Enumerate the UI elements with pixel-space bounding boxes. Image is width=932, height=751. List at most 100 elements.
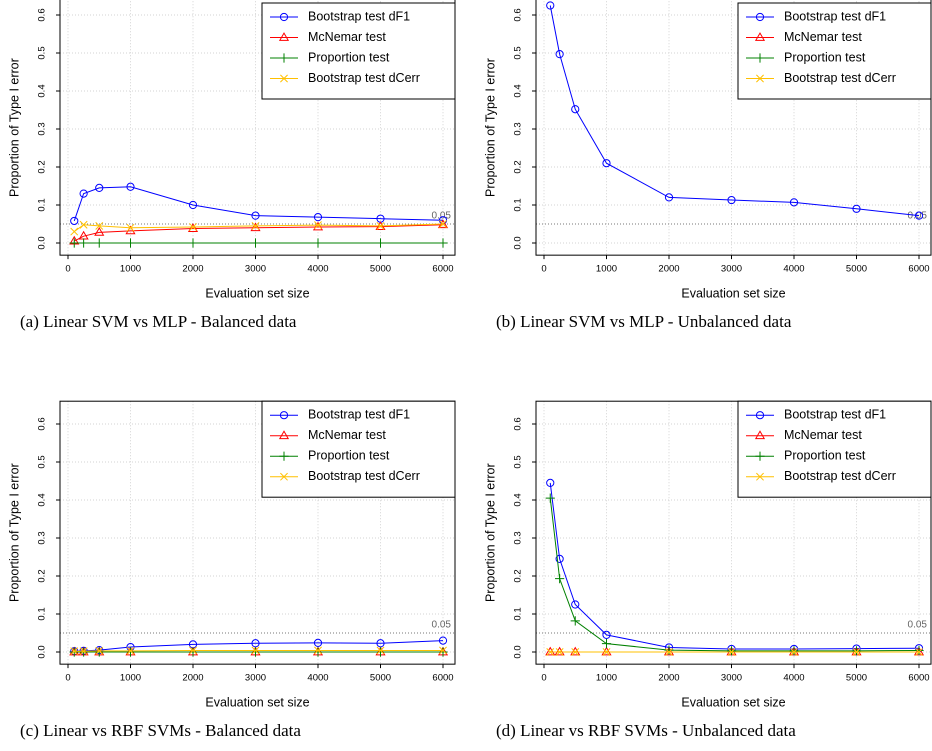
data-point — [314, 221, 322, 230]
y-axis-label: Proportion of Type I error — [7, 58, 21, 197]
legend-marker — [755, 12, 765, 22]
x-tick-label: 6000 — [908, 264, 929, 275]
reference-label: 0.05 — [432, 211, 452, 222]
data-point — [663, 646, 675, 656]
plot-frame — [59, 400, 456, 665]
x-tick-label: 4000 — [307, 673, 328, 684]
legend-marker — [278, 430, 290, 440]
y-tick-label: 0.3 — [513, 531, 524, 544]
legend-marker — [279, 411, 289, 420]
data-point — [438, 636, 448, 645]
data-point — [375, 238, 386, 248]
panel: 0.05 0 1000 2000 3000 4000 5000 6000 0.0 0.1 0.2 0.… — [483, 400, 932, 740]
series-line — [549, 498, 920, 652]
caption: (d) Linear vs RBF SVMs - Unbalanced data — [496, 721, 796, 740]
legend-label: Bootstrap test dCerr — [784, 469, 896, 483]
y-axis-label: Proportion of Type I error — [483, 463, 497, 602]
y-tick-label: 0.1 — [513, 198, 524, 211]
y-tick-label: 0.0 — [513, 236, 524, 249]
x-tick-label: 4000 — [783, 673, 804, 684]
series-line — [549, 5, 920, 217]
x-tick-label: 6000 — [432, 673, 453, 684]
legend-marker — [755, 451, 765, 461]
series-line — [73, 186, 444, 222]
legend-marker — [756, 74, 764, 83]
x-tick-label: 1000 — [120, 673, 141, 684]
data-point — [915, 648, 923, 656]
legend-marker — [278, 32, 290, 41]
data-point — [602, 648, 611, 656]
data-point — [251, 211, 260, 220]
x-tick-label: 2000 — [658, 673, 679, 684]
legend-label: Bootstrap test dF1 — [784, 9, 886, 23]
data-point — [790, 648, 798, 656]
y-tick-label: 0.4 — [37, 84, 48, 97]
legend-label: Proportion test — [308, 448, 390, 462]
caption: (c) Linear vs RBF SVMs - Balanced data — [20, 721, 301, 740]
y-tick-label: 0.3 — [513, 122, 524, 135]
y-tick-label: 0.5 — [37, 46, 48, 59]
data-point — [125, 647, 136, 657]
data-point — [602, 630, 611, 640]
data-point — [789, 198, 799, 207]
data-point — [313, 213, 323, 222]
y-tick-label: 0.0 — [513, 645, 524, 658]
data-point — [555, 554, 564, 564]
data-point — [95, 221, 104, 230]
plot-frame — [59, 0, 456, 256]
y-tick-label: 0.6 — [37, 417, 48, 430]
data-point — [727, 648, 736, 656]
x-axis-label: Evaluation set size — [681, 695, 785, 709]
x-tick-label: 1000 — [596, 264, 617, 275]
x-tick-label: 5000 — [846, 673, 867, 684]
data-point — [187, 223, 199, 232]
panel: 0.05 0 1000 2000 3000 4000 5000 6000 0.0 0.1 0.2 0.… — [7, 0, 456, 331]
data-point — [251, 646, 260, 655]
y-tick-label: 0.3 — [37, 122, 48, 135]
data-point — [852, 204, 861, 213]
caption: (a) Linear SVM vs MLP - Balanced data — [20, 312, 297, 331]
data-point — [250, 647, 261, 657]
data-point — [314, 646, 322, 655]
data-point — [914, 645, 924, 656]
x-tick-label: 3000 — [245, 264, 266, 275]
legend-marker — [755, 411, 765, 420]
legend-box — [737, 2, 932, 100]
series-line — [74, 640, 444, 652]
x-tick-label: 0 — [65, 264, 70, 275]
y-tick-label: 0.5 — [513, 455, 524, 468]
y-tick-label: 0.6 — [37, 8, 48, 21]
y-tick-label: 0.0 — [37, 645, 48, 658]
y-tick-label: 0.2 — [37, 569, 48, 582]
legend-label: Proportion test — [308, 50, 390, 64]
legend-label: McNemar test — [784, 30, 862, 44]
y-tick-label: 0.1 — [37, 198, 48, 211]
data-point — [70, 216, 79, 226]
data-point — [69, 647, 79, 657]
y-tick-label: 0.5 — [513, 46, 524, 59]
data-point — [852, 648, 861, 656]
data-point — [126, 182, 135, 191]
x-tick-label: 3000 — [721, 673, 742, 684]
data-point — [554, 646, 565, 656]
y-tick-label: 0.3 — [37, 531, 48, 544]
data-point — [188, 200, 198, 210]
legend-box — [737, 400, 932, 498]
data-point — [439, 220, 447, 228]
y-tick-label: 0.4 — [513, 84, 524, 97]
data-point — [555, 648, 564, 656]
legend-label: Bootstrap test dF1 — [308, 407, 410, 421]
x-axis-label: Evaluation set size — [681, 286, 785, 300]
data-point — [726, 646, 737, 656]
data-point — [94, 238, 104, 248]
x-tick-label: 1000 — [120, 264, 141, 275]
data-point — [313, 647, 323, 657]
data-point — [94, 647, 104, 657]
data-point — [602, 159, 611, 168]
y-tick-label: 0.5 — [37, 455, 48, 468]
y-tick-label: 0.4 — [37, 493, 48, 506]
legend-label: Bootstrap test dCerr — [308, 469, 420, 483]
data-point — [727, 195, 736, 205]
data-point — [250, 238, 261, 248]
y-tick-label: 0.6 — [513, 8, 524, 21]
